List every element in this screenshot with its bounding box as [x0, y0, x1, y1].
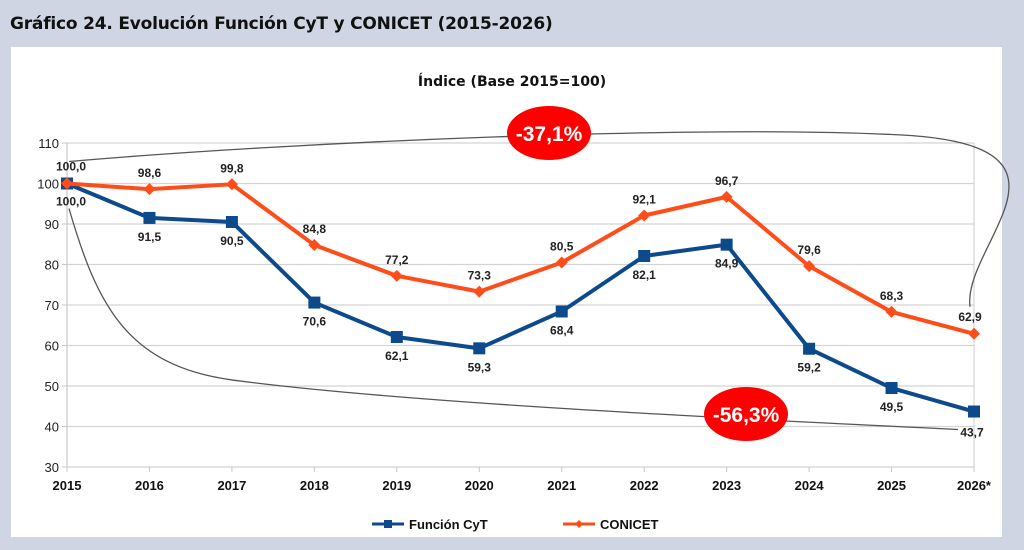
data-point-funci-n-cyt-2024	[803, 342, 816, 355]
data-labels: 100,0 91,5 90,5 70,6 62,1 59,3 68,4 82,1 84,9 59,…	[56, 160, 984, 440]
data-point-conicet-2022	[638, 209, 651, 222]
data-point-funci-n-cyt-2026*	[968, 405, 980, 418]
legend-label-funcion-cyt: Función CyT	[409, 517, 488, 532]
data-point-conicet-2019	[390, 269, 403, 282]
legend-item-funcion-cyt: Función CyT	[372, 517, 488, 532]
data-label-funci-n-cyt-2022: 82,1	[633, 268, 657, 282]
y-tick-label-30: 30	[45, 460, 59, 475]
x-axis: 2015 2016 2017 2018 2019 2020 2021 2022 2023 2024…	[53, 467, 992, 493]
data-point-conicet-2025	[885, 305, 898, 318]
data-point-conicet-2020	[473, 285, 486, 298]
data-point-funci-n-cyt-2016	[143, 211, 156, 224]
series-line-conicet	[66, 181, 975, 336]
y-tick-label-110: 110	[38, 136, 59, 151]
y-tick-label-80: 80	[45, 258, 59, 273]
data-point-conicet-2023	[720, 190, 733, 203]
x-tick-label-2019: 2019	[382, 478, 411, 493]
bracket-funcion-cyt	[68, 208, 959, 431]
data-point-conicet-2017	[225, 178, 238, 191]
badge-conicet-change: -37,1%	[507, 106, 591, 160]
data-point-funci-n-cyt-2017	[225, 215, 238, 228]
data-label-conicet-2022: 92,1	[633, 192, 657, 206]
figure-title: Gráfico 24. Evolución Función CyT y CONI…	[10, 14, 553, 34]
y-tick-label-90: 90	[45, 217, 59, 232]
data-label-funci-n-cyt-2018: 70,6	[303, 315, 327, 329]
legend: Función CyT CONICET	[372, 517, 659, 532]
series-group	[61, 177, 980, 418]
y-tick-label-100: 100	[37, 177, 59, 192]
legend-item-conicet: CONICET	[563, 517, 659, 532]
y-tick-label-70: 70	[45, 298, 59, 313]
data-point-conicet-2016	[143, 183, 156, 196]
data-point-funci-n-cyt-2023	[720, 238, 733, 251]
x-tick-label-2018: 2018	[300, 478, 329, 493]
x-tick-label-2022: 2022	[630, 478, 659, 493]
legend-marker-funcion-cyt	[384, 520, 392, 528]
data-label-conicet-2023: 96,7	[715, 174, 739, 188]
data-label-conicet-2020: 73,3	[468, 269, 492, 283]
x-tick-label-2021: 2021	[547, 478, 576, 493]
data-point-conicet-2015	[61, 177, 73, 190]
data-point-funci-n-cyt-2020	[473, 342, 486, 355]
data-label-funci-n-cyt-2024: 59,2	[797, 361, 821, 375]
x-tick-label-2025: 2025	[877, 478, 906, 493]
y-tick-label-60: 60	[45, 339, 59, 354]
data-label-funci-n-cyt-2021: 68,4	[550, 323, 574, 337]
chart-panel	[11, 47, 1002, 537]
x-tick-label-2016: 2016	[135, 478, 164, 493]
data-label-conicet-2024: 79,6	[797, 243, 821, 257]
data-label-conicet-2019: 77,2	[385, 253, 409, 267]
change-badges: -37,1% -56,3%	[507, 106, 788, 441]
x-tick-label-2026*: 2026*	[957, 478, 992, 493]
chart-title: Índice (Base 2015=100)	[418, 73, 606, 90]
legend-marker-conicet	[575, 520, 583, 528]
bracket-conicet	[68, 131, 1010, 307]
badge-funcion-cyt-text: -56,3%	[713, 404, 780, 427]
data-label-conicet-2016: 98,6	[138, 166, 162, 180]
x-tick-label-2023: 2023	[712, 478, 741, 493]
data-point-conicet-2024	[803, 260, 816, 273]
change-brackets	[68, 131, 1010, 431]
badge-funcion-cyt-change: -56,3%	[704, 387, 788, 441]
data-point-funci-n-cyt-2025	[885, 382, 898, 395]
badge-conicet-bg	[507, 106, 591, 160]
data-point-funci-n-cyt-2022	[638, 249, 651, 262]
x-tick-label-2024: 2024	[795, 478, 825, 493]
series-funci-n-cyt	[61, 177, 980, 418]
x-tick-label-2017: 2017	[217, 478, 246, 493]
data-label-funci-n-cyt-2023: 84,9	[715, 257, 739, 271]
series-line-funci-n-cyt	[66, 181, 975, 414]
data-point-funci-n-cyt-2018	[308, 296, 321, 309]
y-tick-label-50: 50	[45, 379, 59, 394]
y-tick-label-40: 40	[45, 420, 59, 435]
badge-funcion-cyt-bg	[704, 387, 788, 441]
data-label-conicet-2025: 68,3	[880, 289, 904, 303]
data-label-conicet-2021: 80,5	[550, 239, 574, 253]
legend-label-conicet: CONICET	[600, 517, 659, 532]
data-label-funci-n-cyt-2017: 90,5	[220, 234, 244, 248]
data-label-funci-n-cyt-2019: 62,1	[385, 349, 409, 363]
data-point-funci-n-cyt-2019	[390, 330, 403, 343]
data-label-funci-n-cyt-2020: 59,3	[468, 360, 492, 374]
data-point-conicet-2021	[555, 256, 568, 269]
x-tick-label-2015: 2015	[53, 478, 82, 493]
data-label-funci-n-cyt-2025: 49,5	[880, 400, 904, 414]
data-label-conicet-2026*: 62,9	[958, 310, 982, 324]
badge-conicet-text: -37,1%	[516, 123, 583, 146]
data-point-conicet-2018	[308, 239, 321, 252]
data-label-funci-n-cyt-2015: 100,0	[56, 195, 86, 209]
x-tick-label-2020: 2020	[465, 478, 494, 493]
data-point-conicet-2026*	[968, 327, 980, 340]
data-label-funci-n-cyt-2016: 91,5	[138, 230, 162, 244]
y-axis: 30 40 50 60 70 80 90 100 110	[37, 136, 67, 475]
gridlines	[66, 142, 975, 468]
data-label-conicet-2018: 84,8	[303, 222, 327, 236]
series-conicet	[61, 177, 980, 340]
data-label-conicet-2015: 100,0	[56, 160, 86, 174]
data-label-conicet-2017: 99,8	[220, 161, 244, 175]
data-label-funci-n-cyt-2026*: 43,7	[960, 426, 984, 440]
data-point-funci-n-cyt-2021	[555, 305, 568, 318]
